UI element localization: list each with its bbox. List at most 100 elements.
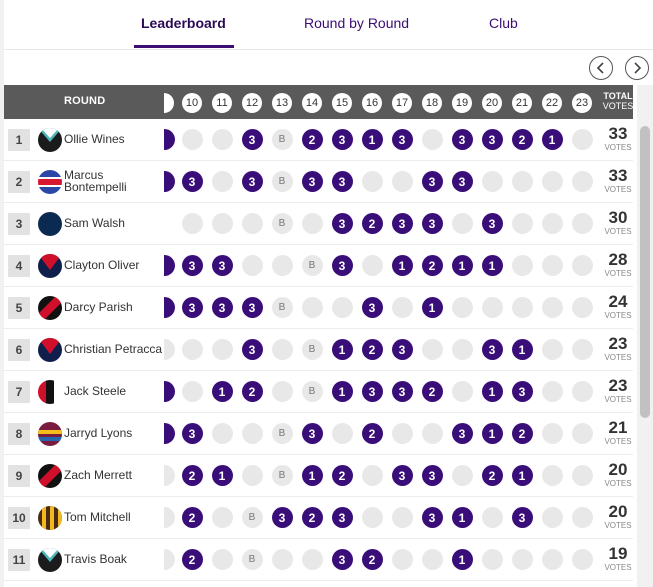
round-header-19[interactable]: 19: [452, 93, 472, 113]
vote-circle: B: [301, 255, 323, 276]
vote-circle: [361, 465, 383, 486]
round-header-17[interactable]: 17: [392, 93, 412, 113]
total-votes-label: VOTES: [604, 437, 632, 446]
vote-circle: B: [271, 171, 293, 192]
view-tabs: Leaderboard Round by Round Club: [4, 0, 653, 50]
round-header-13[interactable]: 13: [272, 93, 292, 113]
round-header-10[interactable]: 10: [182, 93, 202, 113]
round-header-12[interactable]: 12: [242, 93, 262, 113]
club-guernsey-icon: [38, 338, 62, 362]
vote-circle-partial: [164, 507, 175, 528]
total-votes: 21 VOTES: [600, 418, 636, 446]
chevron-left-icon: [596, 62, 604, 74]
vote-circle: 2: [421, 255, 443, 276]
vote-circle: [541, 297, 563, 318]
vote-circle: [301, 297, 323, 318]
round-header-14[interactable]: 14: [302, 93, 322, 113]
vote-circle: [181, 129, 203, 150]
tab-club[interactable]: Club: [489, 15, 518, 31]
vote-circle: [571, 339, 593, 360]
vote-circle: 3: [181, 297, 203, 318]
player-name[interactable]: Darcy Parish: [64, 300, 133, 314]
vote-circle: B: [271, 423, 293, 444]
table-row[interactable]: 1 Ollie Wines 3 B 2 3 1 3 3 3 2 1 33 VOTES: [4, 119, 633, 161]
player-name[interactable]: Jarryd Lyons: [64, 426, 133, 440]
round-header-15[interactable]: 15: [332, 93, 352, 113]
vote-circle: 2: [241, 381, 263, 402]
vote-circle: [541, 339, 563, 360]
total-votes-label: VOTES: [604, 227, 632, 236]
table-row[interactable]: 4 Clayton Oliver 3 3 B 3 1 2 1 1 28 VOTES: [4, 245, 633, 287]
round-header-16[interactable]: 16: [362, 93, 382, 113]
player-name[interactable]: Marcus Bontempelli: [64, 168, 127, 194]
vote-circle: 3: [511, 381, 533, 402]
table-row[interactable]: 5 Darcy Parish 3 3 3 B 3 1 24 VOTES: [4, 287, 633, 329]
vote-circle: [391, 423, 413, 444]
vote-circle: 2: [361, 423, 383, 444]
next-rounds-button[interactable]: [625, 56, 649, 80]
total-votes: 33 VOTES: [600, 166, 636, 194]
vote-circle: 1: [451, 255, 473, 276]
prev-rounds-button[interactable]: [589, 56, 613, 80]
vote-circle: 3: [421, 213, 443, 234]
round-header-23[interactable]: 23: [572, 93, 592, 113]
table-row[interactable]: 8 Jarryd Lyons 3 B 3 2 3 1 2 21 VOTES: [4, 413, 633, 455]
vote-circle: 2: [181, 507, 203, 528]
table-row[interactable]: 9 Zach Merrett 2 1 B 1 2 3 3 2 1 20 VOTES: [4, 455, 633, 497]
vote-circle-partial: [164, 129, 175, 150]
table-row[interactable]: 10 Tom Mitchell 2 B 3 2 3 3 1 3 20 VOTES: [4, 497, 633, 539]
club-guernsey-icon: [38, 380, 62, 404]
table-row[interactable]: 7 Jack Steele 1 2 B 1 3 3 2 1 3 23 VOTES: [4, 371, 633, 413]
table-row[interactable]: 3 Sam Walsh B 3 2 3 3 3 30 VOTES: [4, 203, 633, 245]
player-name[interactable]: Zach Merrett: [64, 468, 133, 482]
player-name[interactable]: Ollie Wines: [64, 132, 125, 146]
player-name[interactable]: Travis Boak: [64, 552, 127, 566]
total-votes-value: 23: [608, 334, 628, 353]
rank-badge: 4: [8, 255, 30, 277]
player-name[interactable]: Tom Mitchell: [64, 510, 131, 524]
club-guernsey-icon: [38, 296, 62, 320]
vote-circle: 3: [331, 171, 353, 192]
round-header-11[interactable]: 11: [212, 93, 232, 113]
total-votes-value: 24: [608, 292, 628, 311]
vote-circle: 2: [181, 549, 203, 570]
vote-circle: [451, 465, 473, 486]
tab-round-by-round[interactable]: Round by Round: [304, 15, 410, 31]
total-votes-value: 33: [608, 166, 628, 185]
vote-circle: 3: [481, 339, 503, 360]
round-header-18[interactable]: 18: [422, 93, 442, 113]
vote-circle: [481, 171, 503, 192]
vote-circle: 3: [241, 171, 263, 192]
vote-circle: [571, 423, 593, 444]
table-row[interactable]: 11 Travis Boak 2 B 3 2 1 19 VOTES: [4, 539, 633, 581]
table-row[interactable]: 6 Christian Petracca 3 B 1 2 3 3 1 23 VOTES: [4, 329, 633, 371]
round-header-22[interactable]: 22: [542, 93, 562, 113]
player-name[interactable]: Jack Steele: [64, 384, 127, 398]
vote-circle: B: [271, 297, 293, 318]
vote-circle: [241, 465, 263, 486]
vote-circle: [571, 507, 593, 528]
vote-circle: [331, 423, 353, 444]
vote-circle: [421, 339, 443, 360]
player-name[interactable]: Clayton Oliver: [64, 258, 140, 272]
player-name[interactable]: Christian Petracca: [64, 342, 163, 356]
total-votes: 33 VOTES: [600, 124, 636, 152]
vote-circle: [331, 297, 353, 318]
table-row[interactable]: 2 Marcus Bontempelli 3 3 B 3 3 3 3 33 VOTES: [4, 161, 633, 203]
player-name[interactable]: Sam Walsh: [64, 216, 125, 230]
rank-badge: 6: [8, 339, 30, 361]
vote-circle: [541, 465, 563, 486]
club-guernsey-icon: [38, 422, 62, 446]
vote-circle: [571, 297, 593, 318]
round-header-21[interactable]: 21: [512, 93, 532, 113]
vote-circle: 3: [391, 129, 413, 150]
table-scrollbar-thumb[interactable]: [640, 126, 650, 418]
vote-circle: [481, 549, 503, 570]
vote-circle: 3: [211, 297, 233, 318]
round-header-20[interactable]: 20: [482, 93, 502, 113]
tab-leaderboard[interactable]: Leaderboard: [141, 15, 226, 31]
vote-circle: 2: [361, 549, 383, 570]
rank-badge: 7: [8, 381, 30, 403]
